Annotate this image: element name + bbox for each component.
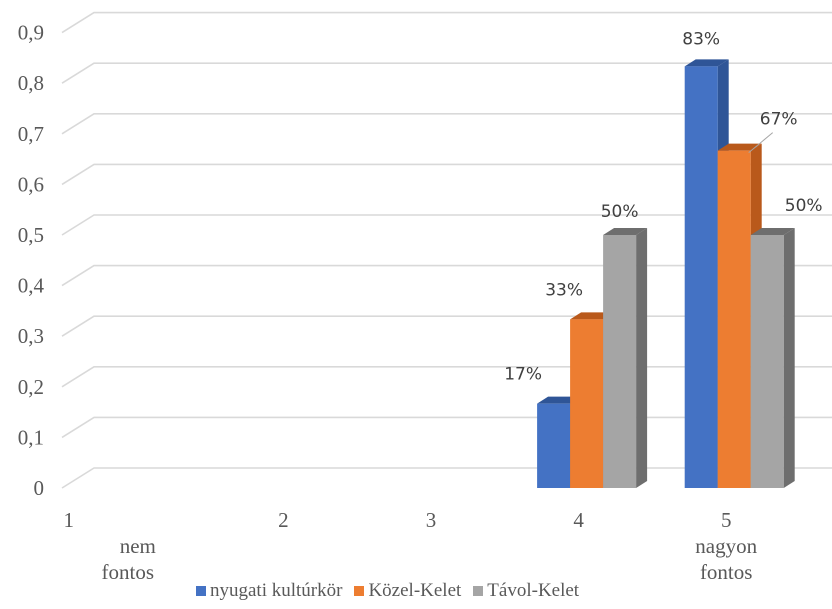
x-tick-label: fontos bbox=[700, 560, 753, 584]
chart-legend: nyugati kultúrkör Közel-Kelet Távol-Kelet bbox=[196, 580, 591, 602]
bar-top bbox=[603, 228, 648, 235]
x-tick-label: 4 bbox=[573, 508, 584, 532]
bar bbox=[603, 235, 637, 488]
bar-top bbox=[750, 228, 795, 235]
leader-line bbox=[748, 132, 774, 154]
y-tick-label: 0,7 bbox=[18, 122, 44, 146]
legend-swatch bbox=[473, 586, 484, 596]
legend-item: nyugati kultúrkör bbox=[196, 580, 342, 602]
legend-label: Távol-Kelet bbox=[487, 580, 580, 601]
legend-label: nyugati kultúrkör bbox=[210, 580, 343, 601]
gridline bbox=[61, 113, 832, 135]
bar bbox=[537, 403, 571, 488]
data-label: 17% bbox=[504, 365, 542, 385]
y-tick-label: 0,4 bbox=[18, 274, 45, 298]
gridline bbox=[61, 264, 832, 287]
data-label: 50% bbox=[601, 202, 639, 222]
gridline bbox=[61, 62, 832, 84]
legend-swatch bbox=[196, 586, 206, 596]
legend-swatch bbox=[354, 586, 365, 596]
data-label: 50% bbox=[785, 196, 823, 216]
bar bbox=[717, 150, 751, 489]
y-tick-label: 0,5 bbox=[18, 223, 44, 247]
bar bbox=[750, 235, 784, 488]
bar bbox=[684, 66, 718, 489]
x-tick-label: 2 bbox=[278, 508, 289, 532]
y-tick-label: 0,1 bbox=[18, 425, 44, 449]
legend-label: Közel-Kelet bbox=[368, 580, 462, 601]
x-tick-label: nagyon bbox=[695, 534, 757, 558]
x-tick-label: 3 bbox=[426, 508, 437, 532]
x-tick-label: 5 bbox=[721, 508, 732, 532]
bar-top bbox=[684, 59, 729, 67]
bar-side bbox=[783, 228, 795, 488]
x-tick-label: nem bbox=[120, 534, 156, 558]
bar-side bbox=[636, 228, 648, 488]
y-tick-label: 0 bbox=[34, 476, 45, 500]
data-label: 83% bbox=[682, 29, 720, 49]
x-tick-label: fontos bbox=[102, 560, 155, 584]
bar bbox=[570, 319, 604, 488]
x-tick-label: 1 bbox=[64, 508, 75, 532]
data-label: 33% bbox=[545, 280, 583, 300]
y-tick-label: 0,6 bbox=[18, 172, 44, 196]
data-label: 67% bbox=[760, 110, 798, 130]
legend-item: Távol-Kelet bbox=[473, 580, 579, 602]
y-tick-label: 0,3 bbox=[18, 324, 44, 348]
y-tick-label: 0,9 bbox=[18, 21, 44, 45]
gridline bbox=[61, 214, 832, 236]
y-tick-label: 0,8 bbox=[18, 71, 44, 95]
gridline bbox=[61, 163, 832, 186]
gridline bbox=[61, 11, 832, 34]
bar-top bbox=[717, 143, 762, 151]
legend-item: Közel-Kelet bbox=[354, 580, 461, 602]
y-tick-label: 0,2 bbox=[18, 375, 44, 399]
